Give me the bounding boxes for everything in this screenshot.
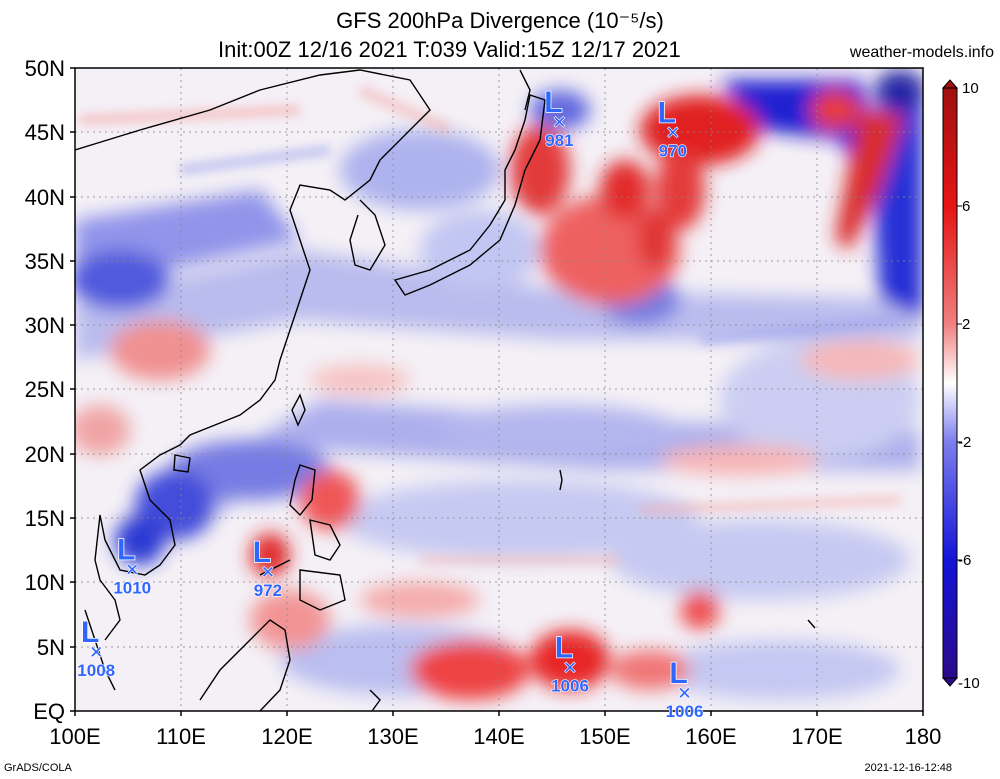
low-pressure-value: 1006 <box>551 676 589 695</box>
colorbar-top-arrow <box>941 79 959 89</box>
lon-label: 100E <box>49 724 100 749</box>
site-credit: weather-models.info <box>849 44 994 61</box>
colorbar-label: 2 <box>962 316 970 333</box>
lon-label: 180 <box>905 724 942 749</box>
lon-label: 170E <box>791 724 842 749</box>
colorbar-label: -6 <box>958 552 971 569</box>
lat-label: 30N <box>25 313 65 338</box>
low-label: L <box>669 657 687 690</box>
low-center-x-icon: ✕ <box>552 113 566 132</box>
lat-label: 50N <box>25 56 65 81</box>
lon-label: 150E <box>579 724 630 749</box>
low-center-x-icon: ✕ <box>563 658 577 677</box>
lon-label: 160E <box>685 724 736 749</box>
map-subtitle: Init:00Z 12/16 2021 T:039 Valid:15Z 12/1… <box>218 37 681 62</box>
colorbar: 10 6 2 -2 -6 -10 <box>941 79 980 692</box>
low-center: L✕972 <box>252 535 283 600</box>
colorbar-label: -10 <box>958 675 980 692</box>
lat-label: 35N <box>25 249 65 274</box>
lon-label: 110E <box>156 724 206 749</box>
low-pressure-value: 972 <box>254 581 282 600</box>
low-center: L✕1006 <box>665 656 704 721</box>
low-center-x-icon: ✕ <box>89 643 103 662</box>
lon-label: 120E <box>261 724 312 749</box>
low-label: L <box>544 86 562 119</box>
axis-ticks <box>70 67 924 716</box>
divergence-field <box>75 68 923 711</box>
low-label: L <box>555 631 573 664</box>
colorbar-bottom-arrow <box>941 677 959 687</box>
low-label: L <box>658 96 676 129</box>
low-center: L✕1006 <box>551 631 590 696</box>
footer-timestamp: 2021-12-16-12:48 <box>864 762 952 774</box>
coastlines <box>75 69 816 711</box>
lat-label: 45N <box>25 120 65 145</box>
low-pressure-value: 981 <box>545 131 573 150</box>
lat-label: 15N <box>25 506 65 531</box>
low-center-x-icon: ✕ <box>666 123 680 142</box>
footer-credit: GrADS/COLA <box>4 762 72 774</box>
lon-label: 130E <box>367 724 418 749</box>
low-center: L✕970 <box>657 96 688 161</box>
lat-label: 25N <box>25 377 65 402</box>
colorbar-label: 10 <box>962 80 979 97</box>
lat-label: 10N <box>25 570 65 595</box>
lat-label: 5N <box>37 635 65 660</box>
map-title: GFS 200hPa Divergence (10⁻⁵/s) <box>336 8 664 33</box>
lon-labels: 100E 110E 120E 130E 140E 150E 160E 170E … <box>49 724 941 749</box>
low-label: L <box>253 536 271 569</box>
lat-label: 20N <box>25 442 65 467</box>
colorbar-label: 6 <box>962 198 970 215</box>
colorbar-label: -2 <box>958 434 971 451</box>
low-center-x-icon: ✕ <box>261 563 275 582</box>
low-pressure-value: 970 <box>659 141 687 160</box>
low-center-x-icon: ✕ <box>125 561 139 580</box>
lat-label: 40N <box>25 185 65 210</box>
low-center-x-icon: ✕ <box>677 684 691 703</box>
low-label: L <box>81 616 99 649</box>
low-center: L✕1008 <box>77 615 116 680</box>
lat-labels: 50N 45N 40N 35N 30N 25N 20N 15N 10N 5N E… <box>25 56 65 724</box>
lat-label: EQ <box>33 699 65 724</box>
lon-label: 140E <box>473 724 524 749</box>
low-label: L <box>117 534 135 567</box>
colorbar-scale <box>942 87 958 679</box>
low-center: L✕981 <box>544 85 575 150</box>
low-pressure-value: 1008 <box>77 661 115 680</box>
low-pressure-value: 1006 <box>666 702 704 721</box>
low-center: L✕1010 <box>113 533 152 598</box>
map-grid <box>75 68 923 711</box>
low-pressure-value: 1010 <box>113 579 151 598</box>
